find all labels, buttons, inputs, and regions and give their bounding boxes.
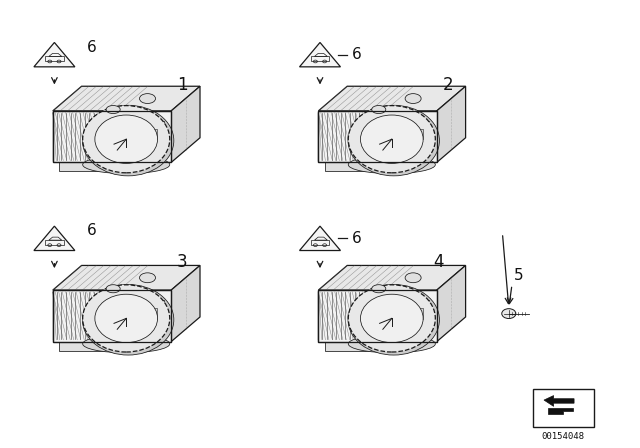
Polygon shape <box>300 226 340 250</box>
Text: 4: 4 <box>433 253 444 271</box>
Polygon shape <box>59 341 126 350</box>
Ellipse shape <box>140 273 156 283</box>
Ellipse shape <box>140 94 156 103</box>
Polygon shape <box>52 290 172 341</box>
Text: 6: 6 <box>86 223 97 238</box>
Ellipse shape <box>348 156 435 173</box>
Ellipse shape <box>83 285 170 352</box>
Bar <box>141 308 157 319</box>
Bar <box>138 121 164 147</box>
Ellipse shape <box>348 106 435 173</box>
Ellipse shape <box>348 335 435 353</box>
Polygon shape <box>437 86 466 162</box>
Ellipse shape <box>83 335 170 353</box>
Polygon shape <box>319 86 466 111</box>
Polygon shape <box>548 408 573 414</box>
Bar <box>141 129 157 139</box>
Ellipse shape <box>372 106 386 114</box>
Ellipse shape <box>106 106 120 114</box>
Ellipse shape <box>95 294 157 343</box>
Ellipse shape <box>95 115 157 164</box>
Ellipse shape <box>348 285 435 352</box>
Ellipse shape <box>83 284 174 355</box>
Ellipse shape <box>83 156 170 173</box>
Ellipse shape <box>83 106 170 173</box>
Bar <box>532 388 593 426</box>
Polygon shape <box>172 265 200 341</box>
Ellipse shape <box>83 105 174 176</box>
Bar <box>407 129 423 139</box>
Polygon shape <box>34 43 75 67</box>
Polygon shape <box>324 162 392 172</box>
Polygon shape <box>324 341 392 350</box>
Ellipse shape <box>502 309 516 319</box>
Polygon shape <box>34 226 75 250</box>
Text: 3: 3 <box>177 253 188 271</box>
Bar <box>311 240 329 245</box>
Text: 1: 1 <box>177 76 188 94</box>
Polygon shape <box>319 111 437 162</box>
Ellipse shape <box>348 284 440 355</box>
Bar <box>138 300 164 327</box>
Bar <box>311 56 329 61</box>
Ellipse shape <box>348 105 440 176</box>
Text: 00154048: 00154048 <box>541 432 585 441</box>
Text: 2: 2 <box>443 76 453 94</box>
Ellipse shape <box>106 285 120 293</box>
Ellipse shape <box>405 94 421 103</box>
Ellipse shape <box>372 285 386 293</box>
Bar <box>45 240 63 245</box>
Polygon shape <box>544 396 574 406</box>
Text: 6: 6 <box>352 231 362 246</box>
Ellipse shape <box>360 294 423 343</box>
Polygon shape <box>172 86 200 162</box>
Polygon shape <box>319 265 466 290</box>
Polygon shape <box>59 162 126 172</box>
Polygon shape <box>300 43 340 67</box>
Bar <box>45 56 63 61</box>
Ellipse shape <box>360 115 423 164</box>
Bar <box>407 308 423 319</box>
Text: 6: 6 <box>86 39 97 55</box>
Polygon shape <box>52 111 172 162</box>
Bar <box>404 300 429 327</box>
Text: 5: 5 <box>513 268 524 283</box>
Polygon shape <box>319 290 437 341</box>
Ellipse shape <box>405 273 421 283</box>
Text: 6: 6 <box>352 47 362 62</box>
Polygon shape <box>437 265 466 341</box>
Bar <box>404 121 429 147</box>
Polygon shape <box>52 265 200 290</box>
Polygon shape <box>52 86 200 111</box>
